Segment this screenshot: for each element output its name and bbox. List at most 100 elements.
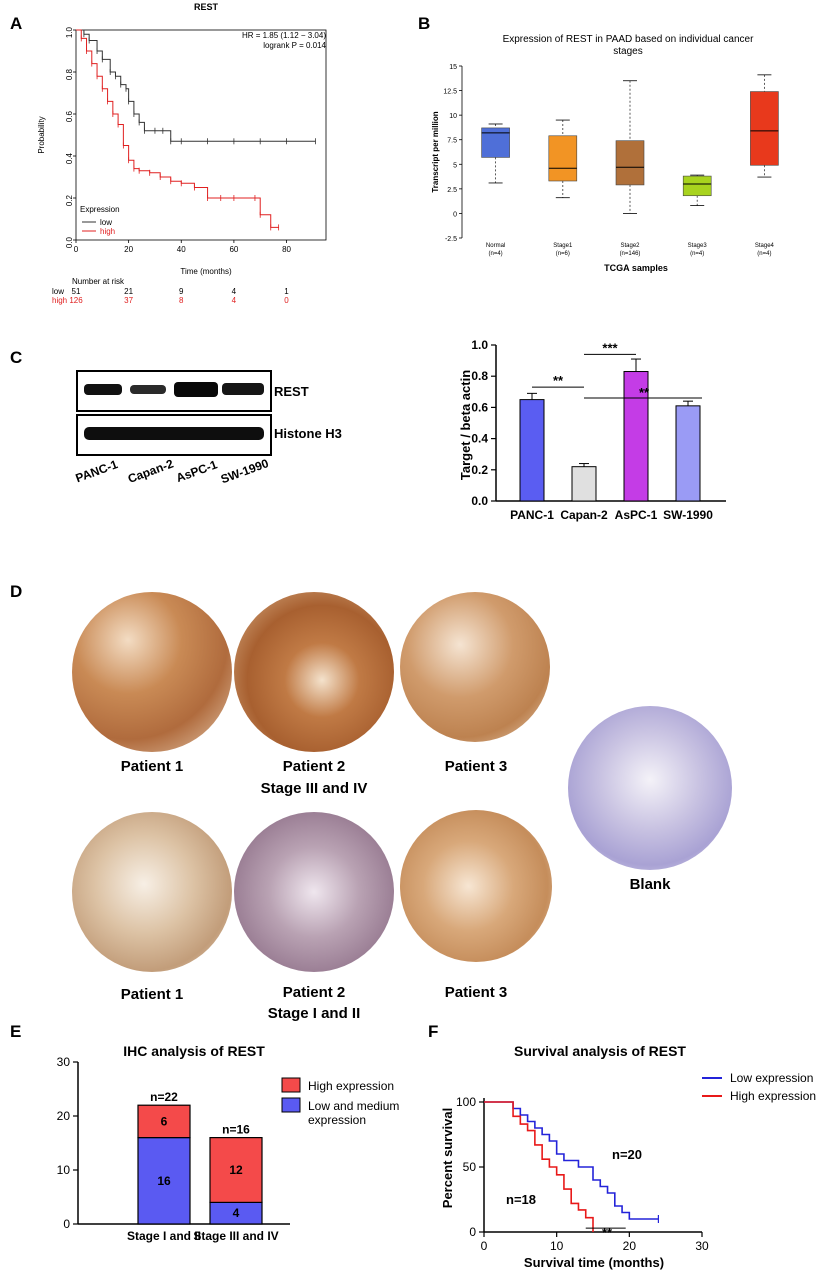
box-rect: [750, 91, 779, 166]
survival-legend-low: Low expression: [730, 1071, 813, 1085]
bar-ytick-label: 0.2: [471, 463, 488, 477]
km-risk-low-value: 1: [284, 287, 289, 296]
km-title: REST: [194, 2, 219, 12]
survival-series-low: [484, 1101, 659, 1220]
ihc-category-label: Stage I and II: [127, 1229, 201, 1243]
km-logrank: logrank P = 0.014: [263, 41, 326, 50]
box-title-line2: stages: [613, 46, 642, 57]
km-risk-high-label: high: [52, 296, 67, 305]
km-risk-high-value: 4: [232, 296, 237, 305]
caption-stage34-patient3: Patient 3: [444, 758, 508, 775]
caption-stage34: Stage III and IV: [260, 780, 368, 797]
ihc-stage34-patient3: [400, 592, 550, 742]
caption-stage12-patient3: Patient 3: [444, 984, 508, 1001]
box-rect: [548, 135, 578, 182]
bar-ytick-label: 0.6: [471, 400, 488, 414]
box-ytick-label: 5: [453, 162, 457, 169]
bar-category-label: Capan-2: [560, 508, 608, 522]
ihc-bar-high: [137, 1104, 191, 1139]
box-title-line1: Expression of REST in PAAD based on indi…: [503, 34, 755, 45]
km-risk-high-value: 37: [124, 296, 133, 305]
km-chart-a: REST HR = 1.85 (1.12 − 3.04) logrank P =…: [37, 2, 327, 305]
survival-ytick-label: 0: [469, 1225, 476, 1239]
ihc-stage12-patient2: [234, 812, 394, 972]
legend-low-label-2: expression: [308, 1113, 366, 1127]
ihc-ytick-label: 10: [57, 1163, 71, 1177]
survival-title: Survival analysis of REST: [514, 1043, 686, 1059]
box-category-label: Stage1: [553, 243, 573, 249]
panel-letter-e: E: [10, 1022, 22, 1041]
ihc-segment-label: 16: [157, 1174, 171, 1188]
ihc-category-label: Stage III and IV: [193, 1229, 278, 1243]
ihc-ytick-label: 20: [57, 1109, 71, 1123]
km-ytick-label: 0.6: [65, 110, 74, 122]
ihc-segment-label: 4: [233, 1206, 240, 1220]
box-rect: [615, 140, 645, 186]
box-ytick-label: 10: [449, 113, 457, 120]
km-ytick-label: 0.0: [65, 236, 74, 248]
bar: [571, 466, 597, 502]
box-category-label: Stage4: [755, 243, 775, 249]
bar-category-label: AsPC-1: [615, 508, 658, 522]
km-risk-low-value: 21: [124, 287, 133, 296]
survival-ytick-label: 100: [456, 1095, 476, 1109]
caption-stage34-patient2: Patient 2: [282, 758, 346, 775]
km-risk-title: Number at risk: [72, 277, 125, 286]
ihc-title: IHC analysis of REST: [123, 1043, 265, 1059]
ihc-total-label: n=16: [222, 1123, 250, 1137]
survival-xtick-label: 0: [481, 1239, 488, 1253]
box-count-label: (n=4): [690, 251, 704, 257]
bar-ytick-label: 0.8: [471, 369, 488, 383]
bar-ylabel: Target / beta actin: [458, 370, 473, 480]
bar-category-label: SW-1990: [663, 508, 713, 522]
blot-label-histone: Histone H3: [274, 426, 342, 441]
km-risk-low-value: 4: [232, 287, 237, 296]
n-high-label: n=18: [506, 1192, 536, 1207]
legend-high-label: High expression: [308, 1079, 394, 1093]
n-low-label: n=20: [612, 1147, 642, 1162]
legend-high-swatch: [281, 1077, 301, 1093]
km-risk-high-value: 126: [69, 296, 83, 305]
legend-low-swatch: [281, 1097, 301, 1113]
km-ylabel: Probability: [37, 116, 46, 153]
caption-stage12-patient1: Patient 1: [120, 986, 184, 1003]
blot-lane-labels: PANC-1 Capan-2 AsPC-1 SW-1990: [74, 456, 271, 486]
ihc-stage12-patient3: [400, 810, 552, 962]
bar: [623, 371, 649, 502]
ihc-segment-label: 6: [161, 1114, 168, 1128]
panel-letter-f: F: [428, 1022, 439, 1041]
bar: [675, 405, 701, 502]
bar: [519, 399, 545, 502]
km-xtick-label: 60: [229, 245, 238, 254]
box-ytick-label: 15: [449, 64, 457, 71]
km-legend-title: Expression: [80, 205, 120, 214]
panel-letter-b: B: [418, 14, 431, 33]
bar-ytick-label: 0.0: [471, 494, 488, 508]
blot-histone: [76, 414, 272, 456]
km-legend-high: high: [100, 227, 115, 236]
ihc-ytick-label: 30: [57, 1055, 71, 1069]
box-xlabel: TCGA samples: [604, 263, 668, 273]
bar-category-label: PANC-1: [510, 508, 554, 522]
lane-label-2: Capan-2: [126, 456, 176, 485]
panel-letter-c: C: [10, 348, 23, 367]
km-legend-low: low: [100, 218, 112, 227]
box-ytick-label: 12.5: [443, 89, 457, 96]
blot-label-rest: REST: [274, 384, 309, 399]
box-ylabel: Transcript per million: [431, 111, 440, 192]
survival-xlabel: Survival time (months): [524, 1255, 664, 1270]
ihc-stage34-patient2: [234, 592, 394, 752]
caption-blank: Blank: [629, 876, 671, 893]
km-risk-high-value: 0: [284, 296, 289, 305]
stacked-bar-chart-e: IHC analysis of REST High expression Low…: [57, 1043, 400, 1243]
ihc-blank: [568, 706, 732, 870]
box-count-label: (n=4): [489, 251, 503, 257]
km-xtick-label: 80: [282, 245, 291, 254]
sig-label-1: **: [553, 373, 564, 388]
survival-xtick-label: 30: [695, 1239, 709, 1253]
box-chart-b: Expression of REST in PAAD based on indi…: [431, 34, 779, 273]
survival-chart-f: Survival analysis of REST Low expression…: [440, 1043, 816, 1270]
panel-letter-d: D: [10, 582, 23, 601]
ihc-bar-high: [209, 1136, 263, 1204]
lane-label-3: AsPC-1: [174, 457, 219, 485]
